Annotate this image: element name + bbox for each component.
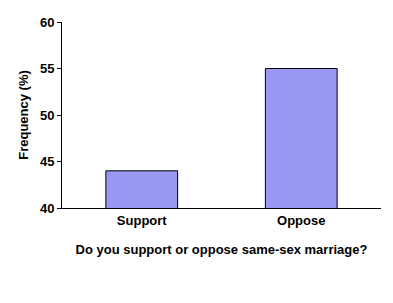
svg-text:50: 50 [40,108,54,123]
svg-text:Do you support or oppose same-: Do you support or oppose same-sex marria… [76,242,368,257]
svg-text:Support: Support [117,213,167,228]
svg-text:Frequency (%): Frequency (%) [16,70,31,160]
svg-text:55: 55 [40,61,54,76]
svg-text:60: 60 [40,15,54,30]
svg-text:40: 40 [40,201,54,216]
svg-text:45: 45 [40,154,54,169]
svg-text:Oppose: Oppose [277,213,325,228]
